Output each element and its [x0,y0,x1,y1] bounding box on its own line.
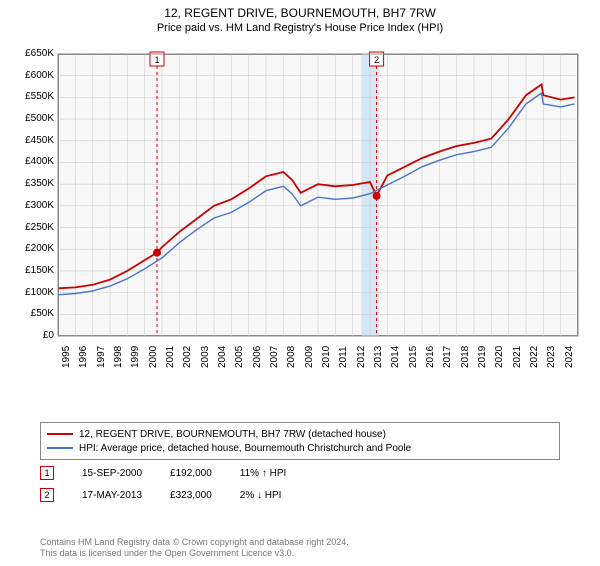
x-axis-label: 2017 [442,346,453,368]
chart-title: 12, REGENT DRIVE, BOURNEMOUTH, BH7 7RW [0,6,600,20]
y-axis-label: £550K [10,91,54,102]
transaction-date-2: 17-MAY-2013 [82,490,142,501]
x-axis-label: 2013 [373,346,384,368]
transaction-price-2: £323,000 [170,490,212,501]
y-axis-label: £50K [10,308,54,319]
chart-subtitle: Price paid vs. HM Land Registry's House … [0,22,600,34]
y-axis-label: £100K [10,287,54,298]
x-axis-label: 2020 [494,346,505,368]
y-axis-label: £500K [10,113,54,124]
y-axis-label: £200K [10,243,54,254]
x-axis-label: 2002 [182,346,193,368]
legend-label-2: HPI: Average price, detached house, Bour… [79,443,411,454]
legend: 12, REGENT DRIVE, BOURNEMOUTH, BH7 7RW (… [40,422,560,460]
x-axis-label: 2009 [304,346,315,368]
x-axis-label: 1996 [78,346,89,368]
x-axis-label: 1997 [96,346,107,368]
footer-attribution: Contains HM Land Registry data © Crown c… [40,537,349,560]
transaction-marker-1: 1 [40,466,54,480]
x-axis-label: 1998 [113,346,124,368]
x-axis-label: 2016 [425,346,436,368]
x-axis-label: 2004 [217,346,228,368]
x-axis-label: 2010 [321,346,332,368]
x-axis-label: 2006 [252,346,263,368]
y-axis-label: £450K [10,135,54,146]
x-axis-label: 2015 [408,346,419,368]
chart-container: 12, REGENT DRIVE, BOURNEMOUTH, BH7 7RW P… [0,6,600,566]
x-axis-label: 2001 [165,346,176,368]
transaction-row-1: 1 15-SEP-2000 £192,000 11% ↑ HPI [40,466,560,480]
y-axis-label: £350K [10,178,54,189]
x-axis-label: 2012 [356,346,367,368]
transaction-date-1: 15-SEP-2000 [82,468,142,479]
x-axis-label: 2007 [269,346,280,368]
x-axis-label: 2014 [390,346,401,368]
x-axis-label: 2021 [512,346,523,368]
x-axis-label: 2003 [200,346,211,368]
y-axis-label: £300K [10,200,54,211]
transaction-price-1: £192,000 [170,468,212,479]
x-axis-label: 2022 [529,346,540,368]
transaction-delta-2: 2% ↓ HPI [240,490,282,501]
y-axis-label: £250K [10,222,54,233]
x-axis-label: 1999 [130,346,141,368]
x-axis-label: 2005 [234,346,245,368]
transaction-delta-1: 11% ↑ HPI [240,468,287,479]
y-axis-label: £600K [10,70,54,81]
svg-text:1: 1 [154,55,159,65]
legend-row-1: 12, REGENT DRIVE, BOURNEMOUTH, BH7 7RW (… [47,427,553,441]
x-axis-label: 2019 [477,346,488,368]
x-axis-label: 1995 [61,346,72,368]
x-axis-label: 2000 [148,346,159,368]
chart-area: 12 £0£50K£100K£150K£200K£250K£300K£350K£… [10,50,590,380]
transaction-row-2: 2 17-MAY-2013 £323,000 2% ↓ HPI [40,488,560,502]
svg-text:2: 2 [374,55,379,65]
legend-swatch-1 [47,433,73,435]
y-axis-label: £650K [10,48,54,59]
x-axis-label: 2018 [460,346,471,368]
y-axis-label: £150K [10,265,54,276]
legend-swatch-2 [47,447,73,449]
x-axis-label: 2011 [338,346,349,368]
chart-svg: 12 [10,50,590,380]
legend-label-1: 12, REGENT DRIVE, BOURNEMOUTH, BH7 7RW (… [79,429,386,440]
x-axis-label: 2024 [564,346,575,368]
y-axis-label: £0 [10,330,54,341]
transaction-marker-2: 2 [40,488,54,502]
legend-row-2: HPI: Average price, detached house, Bour… [47,441,553,455]
y-axis-label: £400K [10,156,54,167]
x-axis-label: 2008 [286,346,297,368]
x-axis-label: 2023 [546,346,557,368]
